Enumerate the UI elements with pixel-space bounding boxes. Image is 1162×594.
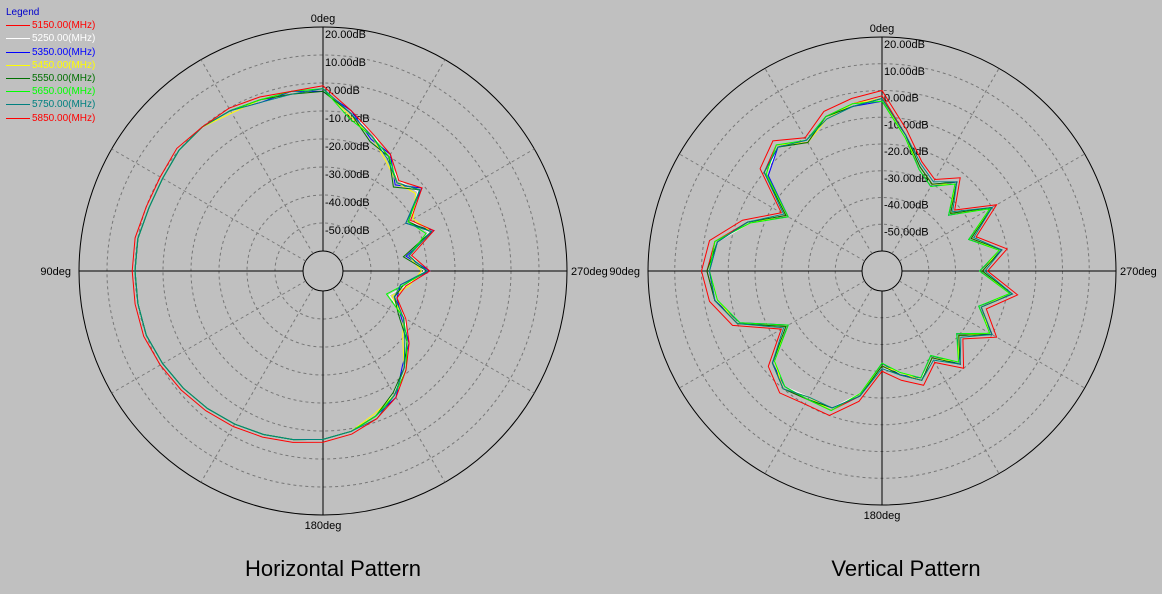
legend-title: Legend <box>6 7 40 18</box>
legend-label: 5450.00(MHz) <box>32 59 96 71</box>
legend-label: 5550.00(MHz) <box>32 72 96 84</box>
series-line <box>708 97 1011 412</box>
horizontal-pattern-chart: 20.00dB10.00dB0.00dB-10.00dB-20.00dB-30.… <box>40 13 607 532</box>
legend-label: 5350.00(MHz) <box>32 46 96 58</box>
grid-spoke <box>340 280 535 394</box>
series-line <box>708 97 1011 409</box>
grid-spoke <box>111 280 306 394</box>
angle-label: 270deg <box>1120 266 1157 278</box>
legend-swatch <box>6 51 30 53</box>
grid-spoke <box>111 148 306 262</box>
legend-item: 5850.00(MHz) <box>6 112 95 125</box>
grid-spoke <box>679 153 865 262</box>
radial-tick-label: -50.00dB <box>325 225 370 237</box>
radial-tick-label: -40.00dB <box>884 200 929 212</box>
horizontal-pattern-caption: Horizontal Pattern <box>244 556 422 581</box>
radial-tick-label: 0.00dB <box>325 85 360 97</box>
grid-spoke <box>200 59 314 254</box>
radial-tick-label: 10.00dB <box>884 66 925 78</box>
inner-ring <box>302 250 344 292</box>
legend-swatch <box>6 117 30 119</box>
legend-item: 5450.00(MHz) <box>6 59 95 72</box>
legend-item: 5750.00(MHz) <box>6 98 95 111</box>
series-line <box>708 100 1014 409</box>
grid-spoke <box>332 59 446 254</box>
angle-label: 90deg <box>609 266 640 278</box>
radial-tick-label: 10.00dB <box>325 57 366 69</box>
angle-label: 180deg <box>864 510 901 522</box>
angle-label: 180deg <box>305 520 342 532</box>
legend-swatch <box>6 78 30 80</box>
legend-item: 5650.00(MHz) <box>6 85 95 98</box>
legend: Legend 5150.00(MHz) 5250.00(MHz) 5350.00(M… <box>6 6 95 125</box>
legend-swatch <box>6 38 30 40</box>
radial-tick-label: -40.00dB <box>325 197 370 209</box>
radial-tick-label: -20.00dB <box>884 146 929 158</box>
radial-tick-label: -50.00dB <box>884 226 929 238</box>
grid-spoke <box>200 288 314 483</box>
legend-item: 5150.00(MHz) <box>6 19 95 32</box>
legend-label: 5250.00(MHz) <box>32 33 96 45</box>
series-line <box>134 90 435 441</box>
angle-label: 90deg <box>40 266 71 278</box>
legend-label: 5750.00(MHz) <box>32 99 96 111</box>
grid-spoke <box>764 68 873 254</box>
grid-spoke <box>340 148 535 262</box>
angle-label: 0deg <box>311 13 335 25</box>
series-line <box>708 100 1011 412</box>
grid-spoke <box>332 288 446 483</box>
vertical-pattern-caption: Vertical Pattern <box>831 556 981 581</box>
legend-label: 5850.00(MHz) <box>32 112 96 124</box>
radial-tick-label: 20.00dB <box>325 29 366 41</box>
radial-tick-label: -30.00dB <box>325 169 370 181</box>
series-line <box>706 97 1014 409</box>
series-line <box>131 85 435 443</box>
radial-tick-label: -30.00dB <box>884 173 929 185</box>
radial-tick-label: -20.00dB <box>325 141 370 153</box>
legend-swatch <box>6 91 30 93</box>
series-line <box>706 95 1014 412</box>
radial-tick-label: 0.00dB <box>884 93 919 105</box>
legend-swatch <box>6 64 30 66</box>
legend-swatch <box>6 104 30 106</box>
radial-tick-label: 20.00dB <box>884 39 925 51</box>
legend-label: 5150.00(MHz) <box>32 20 96 32</box>
legend-items: 5150.00(MHz) 5250.00(MHz) 5350.00(MHz) 5450… <box>6 19 95 125</box>
legend-label: 5650.00(MHz) <box>32 86 96 98</box>
angle-label: 0deg <box>870 23 894 35</box>
series-line <box>708 97 1014 409</box>
series-line <box>134 88 433 441</box>
legend-swatch <box>6 25 30 27</box>
vertical-pattern-chart: 20.00dB10.00dB0.00dB-10.00dB-20.00dB-30.… <box>609 23 1156 522</box>
angle-label: 270deg <box>571 266 608 278</box>
series-line <box>700 89 1019 417</box>
legend-item: 5350.00(MHz) <box>6 46 95 59</box>
legend-item: 5250.00(MHz) <box>6 32 95 45</box>
legend-item: 5550.00(MHz) <box>6 72 95 85</box>
inner-ring <box>861 250 903 292</box>
